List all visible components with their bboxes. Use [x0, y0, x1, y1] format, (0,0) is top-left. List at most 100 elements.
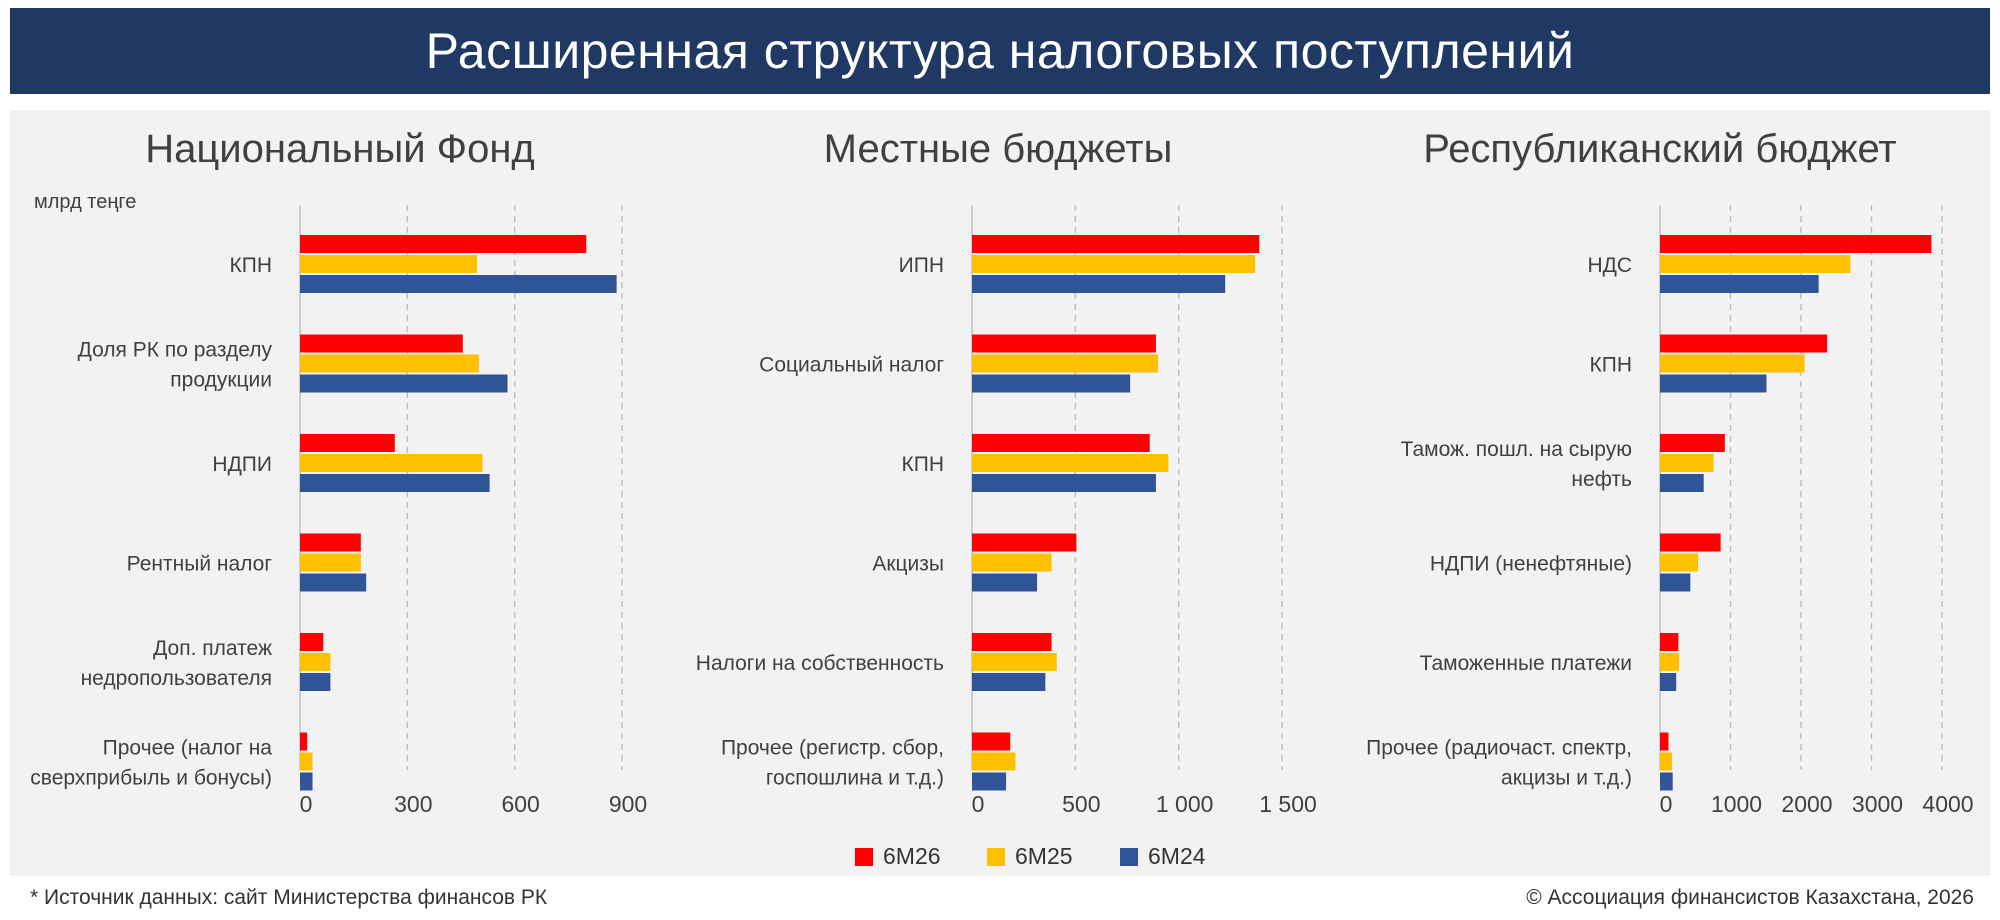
bar-6m26	[972, 235, 1260, 253]
category-label: НДПИ (ненефтяные)	[1430, 553, 1632, 576]
bar-6m25	[972, 553, 1052, 572]
x-tick-label: 4000	[1922, 791, 1973, 817]
bar-6m26	[1660, 533, 1721, 552]
x-tick-label: 0	[1660, 791, 1673, 817]
title-bar: Расширенная структура налоговых поступле…	[10, 8, 1990, 94]
bar-6m25	[972, 354, 1158, 373]
bar-6m25	[972, 752, 1016, 771]
bar-6m24	[972, 275, 1226, 293]
legend-item: 6M25	[987, 843, 1073, 870]
category-label: ИПН	[899, 254, 944, 277]
copyright-note: © Ассоциация финансистов Казахстана, 202…	[1526, 886, 1974, 909]
bar-6m25	[1660, 653, 1680, 671]
bar-6m26	[300, 334, 463, 353]
category-label: КПН	[230, 254, 273, 277]
chart-title-1: Национальный Фонд	[145, 127, 535, 171]
legend-swatch	[855, 847, 873, 866]
bar-6m24	[972, 374, 1131, 393]
bar-6m24	[972, 573, 1038, 592]
bar-6m25	[972, 454, 1169, 472]
legend-label: 6M26	[883, 843, 941, 869]
category-label: НДПИ	[212, 453, 272, 476]
chart-title-3: Республиканский бюджет	[1423, 127, 1896, 171]
legend-item: 6M24	[1120, 843, 1206, 870]
category-label: Доля РК по разделу	[78, 339, 273, 362]
category-label: Налоги на собственность	[696, 652, 944, 675]
bar-6m24	[1660, 275, 1819, 293]
x-tick-label: 0	[972, 791, 985, 817]
category-label: госпошлина и т.д.)	[766, 767, 944, 790]
x-tick-label: 0	[300, 791, 313, 817]
bar-6m26	[972, 334, 1156, 353]
bar-6m25	[1660, 454, 1714, 472]
category-label: Доп. платеж	[153, 637, 272, 660]
bar-6m26	[1660, 633, 1679, 651]
bar-6m24	[300, 673, 331, 691]
bar-6m25	[1660, 553, 1699, 572]
bar-6m24	[1660, 772, 1673, 791]
x-tick-label: 500	[1062, 791, 1100, 817]
category-label: продукции	[170, 369, 272, 392]
bar-6m24	[300, 374, 508, 393]
bar-6m25	[972, 255, 1256, 273]
bar-6m24	[300, 573, 367, 592]
category-label: Тамож. пошл. на сырую	[1401, 438, 1632, 461]
x-tick-label: 1 500	[1259, 791, 1317, 817]
bar-6m26	[300, 434, 395, 452]
bar-6m25	[300, 653, 331, 671]
legend-label: 6M24	[1148, 843, 1206, 869]
bar-6m26	[300, 633, 324, 651]
bar-6m24	[1660, 573, 1691, 592]
x-tick-label: 600	[501, 791, 539, 817]
x-tick-label: 1 000	[1156, 791, 1214, 817]
bar-6m24	[1660, 673, 1677, 691]
bar-6m26	[300, 533, 361, 552]
category-label: акцизы и т.д.)	[1501, 767, 1632, 790]
bar-6m26	[1660, 732, 1669, 751]
x-tick-label: 1000	[1711, 791, 1762, 817]
bar-6m24	[300, 772, 313, 791]
x-tick-label: 300	[394, 791, 432, 817]
bar-6m25	[1660, 354, 1805, 373]
category-label: нефть	[1571, 468, 1632, 491]
legend-swatch	[1120, 847, 1138, 866]
category-label: сверхприбыль и бонусы)	[30, 767, 272, 790]
bar-6m26	[972, 434, 1150, 452]
category-label: Прочее (радиочаст. спектр,	[1366, 737, 1632, 760]
bar-6m26	[1660, 235, 1932, 253]
bar-6m25	[300, 752, 313, 771]
category-label: Социальный налог	[759, 354, 944, 377]
x-tick-label: 2000	[1781, 791, 1832, 817]
legend-swatch	[987, 847, 1005, 866]
bar-6m24	[972, 772, 1007, 791]
bar-6m26	[1660, 334, 1828, 353]
bar-6m25	[300, 354, 479, 373]
category-label: Акцизы	[872, 553, 944, 576]
category-label: НДС	[1587, 254, 1632, 277]
bar-6m25	[300, 255, 478, 273]
bar-6m24	[1660, 474, 1704, 492]
bar-6m26	[300, 732, 308, 751]
legend-item: 6M26	[855, 843, 941, 870]
category-label: Прочее (налог на	[103, 737, 273, 760]
bar-6m25	[972, 653, 1057, 671]
category-label: Рентный налог	[127, 553, 273, 576]
bar-6m24	[972, 474, 1156, 492]
bar-6m26	[300, 235, 587, 253]
legend-label: 6M25	[1015, 843, 1073, 869]
bar-6m24	[1660, 374, 1767, 393]
unit-label: млрд теңге	[34, 191, 136, 213]
category-label: КПН	[902, 453, 945, 476]
bar-6m26	[972, 533, 1077, 552]
bar-6m26	[972, 633, 1052, 651]
chart-title-2: Местные бюджеты	[824, 127, 1173, 171]
bar-6m25	[300, 454, 483, 472]
x-tick-label: 3000	[1852, 791, 1903, 817]
source-note: * Источник данных: сайт Министерства фин…	[30, 886, 548, 909]
bar-6m26	[1660, 434, 1725, 452]
page-title: Расширенная структура налоговых поступле…	[425, 23, 1575, 79]
category-label: КПН	[1590, 354, 1633, 377]
bar-6m24	[300, 275, 617, 293]
x-tick-label: 900	[609, 791, 647, 817]
